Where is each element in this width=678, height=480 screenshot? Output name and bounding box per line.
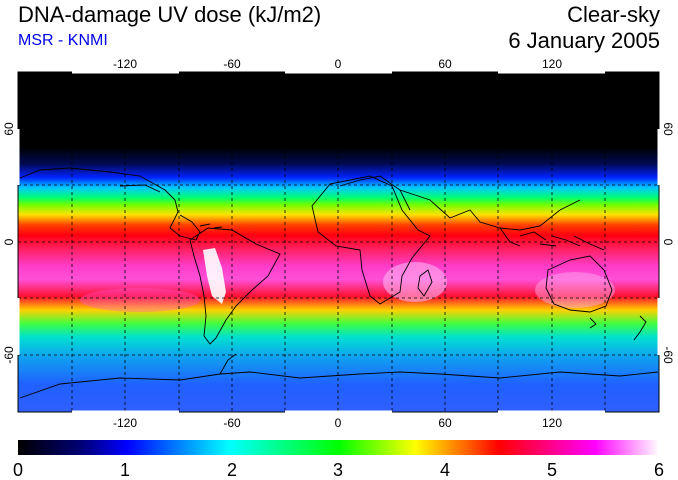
colorbar-label: 5 — [547, 460, 557, 480]
lat-tick-right: -60 — [661, 346, 675, 364]
lat-tick-right: 60 — [661, 122, 675, 136]
lon-tick-top: -120 — [113, 57, 137, 71]
lon-tick-bottom: -60 — [223, 416, 241, 430]
lon-tick-top: 0 — [335, 57, 342, 71]
graticule — [18, 72, 659, 412]
lon-tick-bottom: -120 — [113, 416, 137, 430]
lon-tick-bottom: 0 — [335, 416, 342, 430]
colorbar — [18, 440, 659, 455]
colorbar-label: 0 — [13, 460, 23, 480]
colorbar-label: 1 — [120, 460, 130, 480]
lon-tick-top: 120 — [542, 57, 562, 71]
lon-tick-top: 60 — [438, 57, 452, 71]
lat-tick-left: -60 — [2, 346, 16, 364]
coastlines — [19, 167, 659, 399]
lon-tick-bottom: 60 — [438, 416, 452, 430]
map-date: 6 January 2005 — [508, 28, 660, 53]
lat-tick-left: 60 — [2, 122, 16, 136]
map-title: DNA-damage UV dose (kJ/m2) — [18, 2, 322, 27]
lon-tick-top: -60 — [223, 57, 241, 71]
colorbar-label: 6 — [654, 460, 664, 480]
lat-tick-right: 0 — [661, 239, 675, 246]
sky-condition: Clear-sky — [567, 2, 660, 27]
lon-tick-bottom: 120 — [542, 416, 562, 430]
andes-high-uv-patch — [203, 248, 226, 304]
lat-tick-left: 0 — [2, 238, 16, 245]
colorbar-label: 3 — [333, 460, 343, 480]
map-source: MSR - KNMI — [18, 32, 108, 49]
frame-ticks — [16, 70, 661, 414]
colorbar-label: 4 — [440, 460, 450, 480]
colorbar-label: 2 — [227, 460, 237, 480]
